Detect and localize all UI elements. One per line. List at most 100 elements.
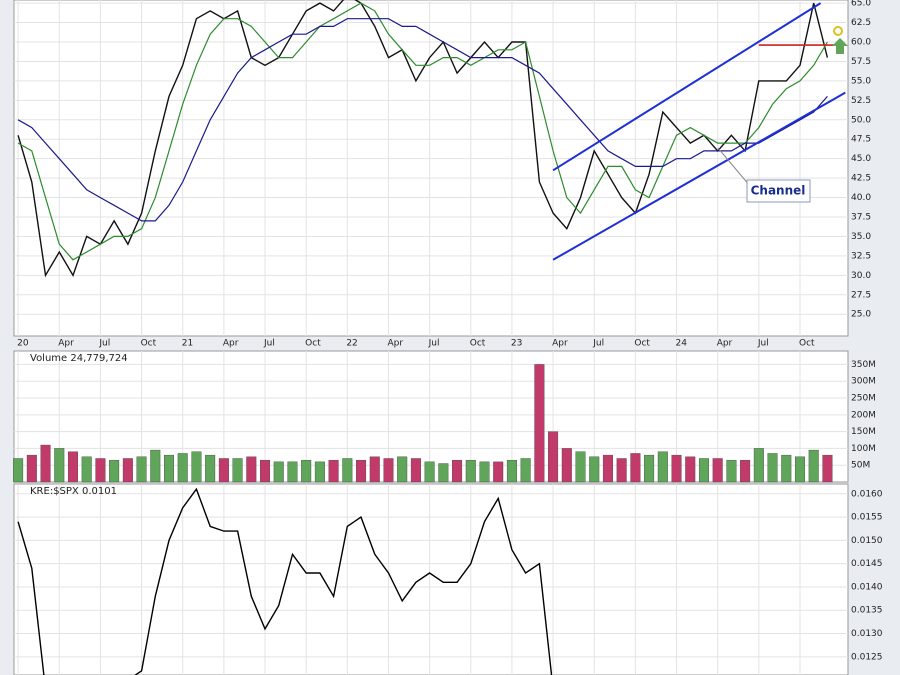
bar	[781, 454, 792, 483]
bar	[40, 444, 51, 483]
bar	[493, 461, 504, 483]
x-tick-label: Jul	[98, 339, 110, 349]
bar	[342, 458, 353, 483]
bar	[287, 461, 298, 483]
y-tick-label: 52.5	[851, 96, 871, 106]
x-tick-label: Jul	[428, 339, 440, 349]
bar	[534, 364, 545, 483]
series-line	[17, 2, 828, 261]
x-tick-label: Apr	[223, 339, 239, 349]
bar	[150, 449, 161, 483]
panel-label: Volume 24,779,724	[30, 353, 128, 364]
y-tick-label: 0.0125	[851, 652, 883, 662]
bar	[808, 449, 819, 483]
bar	[561, 448, 572, 483]
plot	[17, 487, 553, 675]
x-tick-label: Oct	[305, 339, 321, 349]
bar	[575, 451, 586, 483]
y-tick-label: 0.0160	[851, 489, 883, 499]
bar	[95, 458, 106, 483]
panel-label: KRE:$SPX 0.0101	[30, 486, 117, 497]
y-tick-label: 200M	[851, 410, 876, 420]
annotation-connector	[717, 147, 751, 187]
bar	[191, 451, 202, 483]
bar	[273, 461, 284, 483]
bar	[410, 458, 421, 483]
bar	[630, 453, 641, 483]
bar	[506, 459, 517, 483]
bar	[657, 451, 668, 483]
channel-line	[552, 2, 822, 172]
bar	[205, 454, 216, 483]
x-tick-label: 24	[676, 339, 688, 349]
bar	[602, 454, 613, 483]
x-tick-label: Oct	[634, 339, 650, 349]
y-tick-label: 0.0140	[851, 582, 883, 592]
bar	[397, 456, 408, 483]
bar	[177, 453, 188, 483]
y-tick-label: 35.0	[851, 232, 871, 242]
y-tick-label: 0.0130	[851, 629, 883, 639]
bar	[136, 456, 147, 483]
bar	[260, 459, 271, 483]
y-tick-label: 32.5	[851, 251, 871, 261]
y-tick-label: 300M	[851, 377, 876, 387]
y-tick-label: 100M	[851, 444, 876, 454]
x-tick-label: Jul	[757, 339, 769, 349]
bar	[328, 459, 339, 483]
bar	[822, 454, 833, 483]
annotation: Channel	[751, 184, 806, 198]
y-tick-label: 250M	[851, 394, 876, 404]
y-tick-label: 150M	[851, 427, 876, 437]
x-tick-label: Apr	[58, 339, 74, 349]
bar	[753, 448, 764, 483]
y-tick-label: 45.0	[851, 154, 871, 164]
bar	[794, 456, 805, 483]
y-tick-label: 65.0	[851, 0, 871, 9]
series-line	[17, 487, 553, 675]
y-tick-label: 0.0135	[851, 606, 883, 616]
channel-line	[552, 91, 846, 261]
marker	[833, 26, 843, 36]
y-tick-label: 37.5	[851, 213, 871, 223]
bar	[122, 458, 133, 483]
bar	[438, 463, 449, 483]
y-tick-label: 57.5	[851, 57, 871, 67]
bar	[452, 459, 463, 483]
y-tick-label: 27.5	[851, 290, 871, 300]
x-tick-label: 23	[511, 339, 522, 349]
price-panel	[13, 0, 849, 337]
bar	[589, 456, 600, 483]
bar	[767, 453, 778, 483]
x-tick-label: Oct	[799, 339, 815, 349]
bar	[424, 461, 435, 483]
bar	[246, 456, 257, 483]
bar	[218, 458, 229, 483]
bar	[301, 459, 312, 483]
y-tick-label: 0.0155	[851, 513, 883, 523]
bar	[479, 461, 490, 483]
bar	[726, 459, 737, 483]
bar	[548, 431, 559, 483]
bar	[356, 459, 367, 483]
bar	[644, 454, 655, 483]
bar	[685, 456, 696, 483]
series-line	[17, 0, 829, 278]
y-tick-label: 350M	[851, 360, 876, 370]
bar	[520, 458, 531, 483]
plot	[17, 0, 846, 278]
bar	[54, 448, 65, 483]
x-tick-label: Oct	[470, 339, 486, 349]
x-tick-label: 21	[182, 339, 193, 349]
bar	[671, 454, 682, 483]
y-tick-label: 50.0	[851, 115, 871, 125]
y-tick-label: 50M	[851, 461, 870, 471]
bar	[13, 458, 24, 483]
y-tick-label: 62.5	[851, 18, 871, 28]
arrow-icon	[832, 38, 848, 54]
y-tick-label: 0.0150	[851, 536, 883, 546]
ratio-panel	[13, 483, 849, 675]
bar	[740, 459, 751, 483]
bar	[232, 458, 243, 483]
